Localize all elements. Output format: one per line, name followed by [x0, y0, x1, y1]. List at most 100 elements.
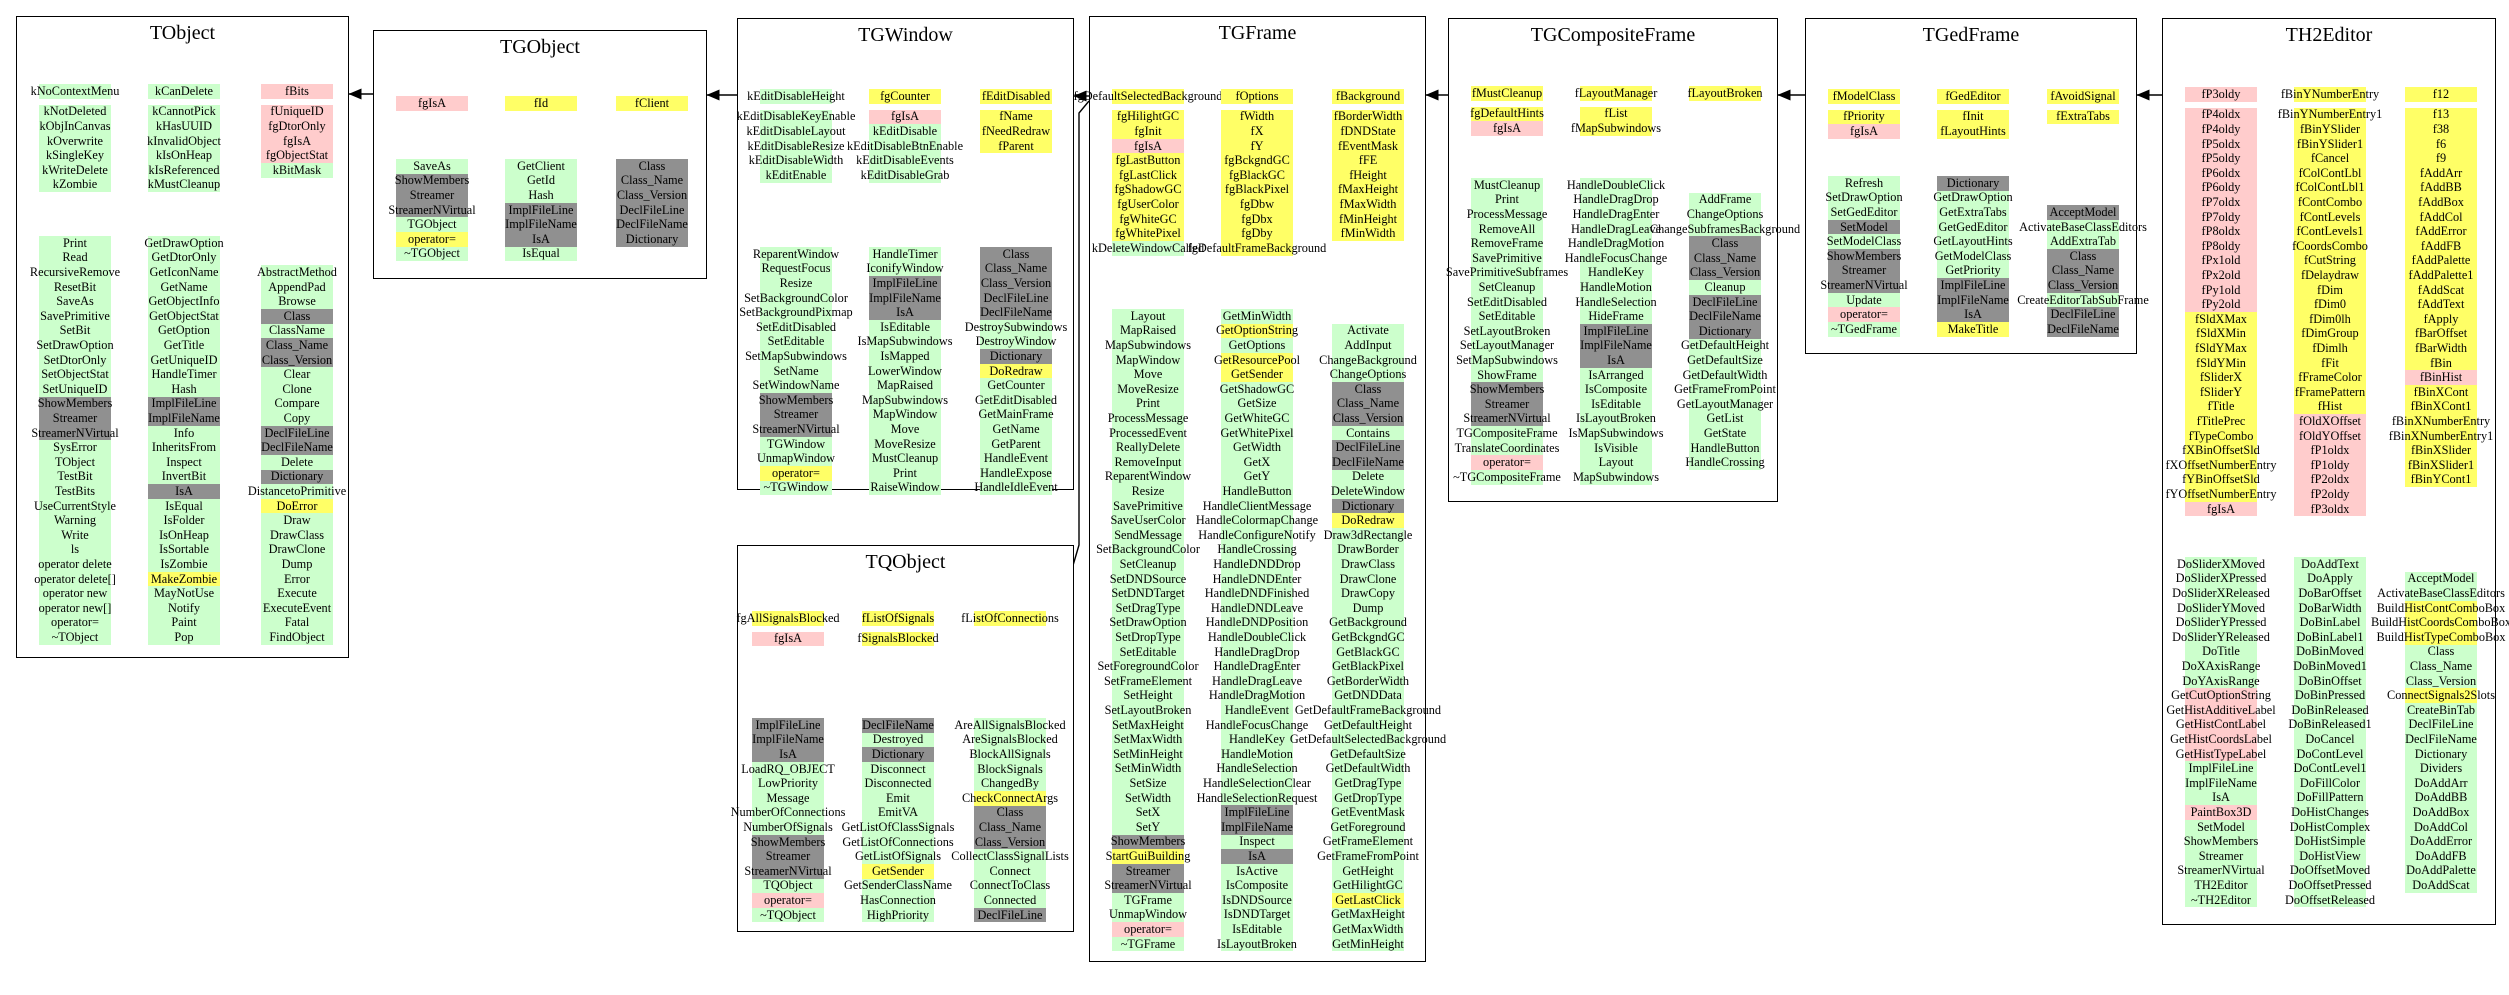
method-label: SavePrimitive	[1471, 250, 1543, 266]
member-label: fTitle	[2185, 399, 2257, 415]
method-label: GetMaxWidth	[1332, 921, 1404, 937]
method-label: Connect	[974, 864, 1046, 879]
method-label: DoError	[261, 498, 333, 514]
method-label: MapRaised	[869, 378, 941, 393]
method-label: TGFrame	[1112, 893, 1184, 908]
member-label: kEditDisableResize	[747, 138, 845, 154]
method-label: DoBarOffset	[2294, 586, 2366, 601]
method-label: GetGedEditor	[1937, 219, 2009, 235]
method-label: FindObject	[261, 630, 333, 645]
method-label: IsA	[148, 484, 220, 499]
member-label: fgShadowGC	[1112, 182, 1184, 198]
method-label: DrawClass	[261, 528, 333, 543]
member-label: fgWhiteGC	[1112, 211, 1184, 227]
member-label: fCancel	[2294, 151, 2366, 166]
method-label: Move	[1112, 367, 1184, 382]
method-label: GetPriority	[1937, 263, 2009, 279]
method-label: NumberOfSignals	[743, 819, 833, 835]
method-label: DeclFileLine	[2405, 717, 2477, 733]
method-label: SetForegroundColor	[1097, 659, 1199, 674]
method-label: MapWindow	[1112, 352, 1184, 368]
member-label: kEditDisableHeight	[747, 88, 845, 104]
method-label: UseCurrentStyle	[34, 498, 116, 514]
method-label: DoSliderYPressed	[2175, 615, 2267, 630]
method-label: LowerWindow	[868, 363, 942, 379]
method-label: GetBackground	[1329, 615, 1407, 631]
member-label: fDelaydraw	[2294, 268, 2366, 283]
method-label: IsOnHeap	[148, 528, 220, 543]
member-label: fLayoutHints	[1937, 124, 2009, 139]
member-label: fgBlackPixel	[1221, 182, 1293, 198]
method-label: DoAddPalette	[2405, 863, 2477, 879]
method-label: Disconnected	[862, 776, 934, 791]
method-label: GetObjectStat	[148, 308, 220, 324]
member-label: fOldXOffset	[2294, 414, 2366, 429]
method-label: DestroyWindow	[975, 334, 1057, 350]
method-label: operator=	[1112, 922, 1184, 937]
method-label: IsLayoutBroken	[1576, 411, 1656, 427]
method-label: DoBinLabel	[2294, 615, 2366, 630]
method-label: AppendPad	[261, 279, 333, 295]
member-label: kHasUUID	[148, 119, 220, 134]
member-label: fBinXSlider	[2405, 443, 2477, 458]
method-label: HasConnection	[860, 892, 936, 908]
member-label: fAddPalette1	[2405, 268, 2477, 283]
method-label: IsEqual	[148, 498, 220, 514]
method-label: Disconnect	[862, 761, 934, 777]
method-label: IsMapSubwindows	[857, 334, 953, 350]
method-label: ChangeOptions	[1686, 206, 1764, 222]
method-label: DeclFileName	[862, 717, 934, 733]
method-label: GetModelClass	[1934, 248, 2012, 264]
method-label: DoOffsetReleased	[2285, 892, 2375, 908]
method-label: Dictionary	[2405, 746, 2477, 762]
member-label: fBinXCont	[2405, 385, 2477, 400]
method-label: GetState	[1689, 426, 1761, 441]
method-label: AcceptModel	[2405, 571, 2477, 587]
member-label: fXBinOffsetSld	[2182, 443, 2260, 458]
method-label: SaveAs	[39, 294, 111, 309]
member-label: fgDefaultHints	[1470, 106, 1544, 122]
method-label: ShowMembers	[750, 834, 826, 850]
class-box-TGWindow: TGWindow kEditDisableHeight kEditDisableKe…	[737, 18, 1074, 496]
method-label: SetFrameElement	[1103, 673, 1193, 689]
method-label: Dump	[1332, 601, 1404, 616]
method-label: DoSliderYMoved	[2176, 600, 2266, 616]
method-label: Move	[869, 422, 941, 437]
method-label: HandleCrossing	[1217, 542, 1297, 558]
method-label: IsA	[752, 747, 824, 762]
member-label: kEditDisableWidth	[748, 153, 844, 168]
method-label: DoContLevel1	[2293, 761, 2367, 776]
method-label: BuildHistContComboBox	[2376, 600, 2506, 616]
member-label: fBinHist	[2405, 370, 2477, 385]
method-label: ImplFileLine	[1221, 805, 1293, 820]
method-label: ls	[39, 542, 111, 558]
method-label: GetDefaultHeight	[1680, 338, 1770, 354]
method-label: GetOptionString	[1216, 323, 1298, 339]
method-label: Dictionary	[862, 747, 934, 762]
method-label: SetBackgroundColor	[1096, 542, 1200, 558]
method-label: GetOption	[148, 323, 220, 339]
method-label: DoAddArr	[2405, 776, 2477, 791]
method-label: SetMapSubwindows	[745, 348, 847, 364]
member-label: fAddBox	[2405, 195, 2477, 210]
method-label: Notify	[148, 601, 220, 616]
method-label: GetHistTypeLabel	[2175, 746, 2267, 762]
member-label: fgInit	[1112, 124, 1184, 139]
method-label: HandleKey	[1580, 265, 1652, 281]
method-label: GetHeight	[1332, 863, 1404, 879]
method-label: SendMessage	[1112, 528, 1184, 543]
member-label: fgIsA	[1112, 138, 1184, 154]
method-label: AddExtraTab	[2047, 234, 2119, 249]
member-label: fgIsA	[869, 109, 941, 125]
member-label: fP4oldx	[2185, 107, 2257, 123]
method-label: IsComposite	[1221, 878, 1293, 893]
member-label: fMinWidth	[1332, 226, 1404, 241]
method-label: Class_Name	[2047, 263, 2119, 279]
method-label: DoHistComplex	[2289, 819, 2371, 835]
member-label: kZombie	[39, 177, 111, 193]
member-label: fPx2old	[2185, 268, 2257, 283]
method-label: GetLayoutHints	[1933, 234, 2013, 249]
method-label: DoHistView	[2294, 849, 2366, 864]
class-box-TQObject: TQObject fgAllSignalsBlocked fgIsA fListOfS…	[731, 545, 1074, 932]
method-label: RemoveFrame	[1470, 236, 1544, 251]
